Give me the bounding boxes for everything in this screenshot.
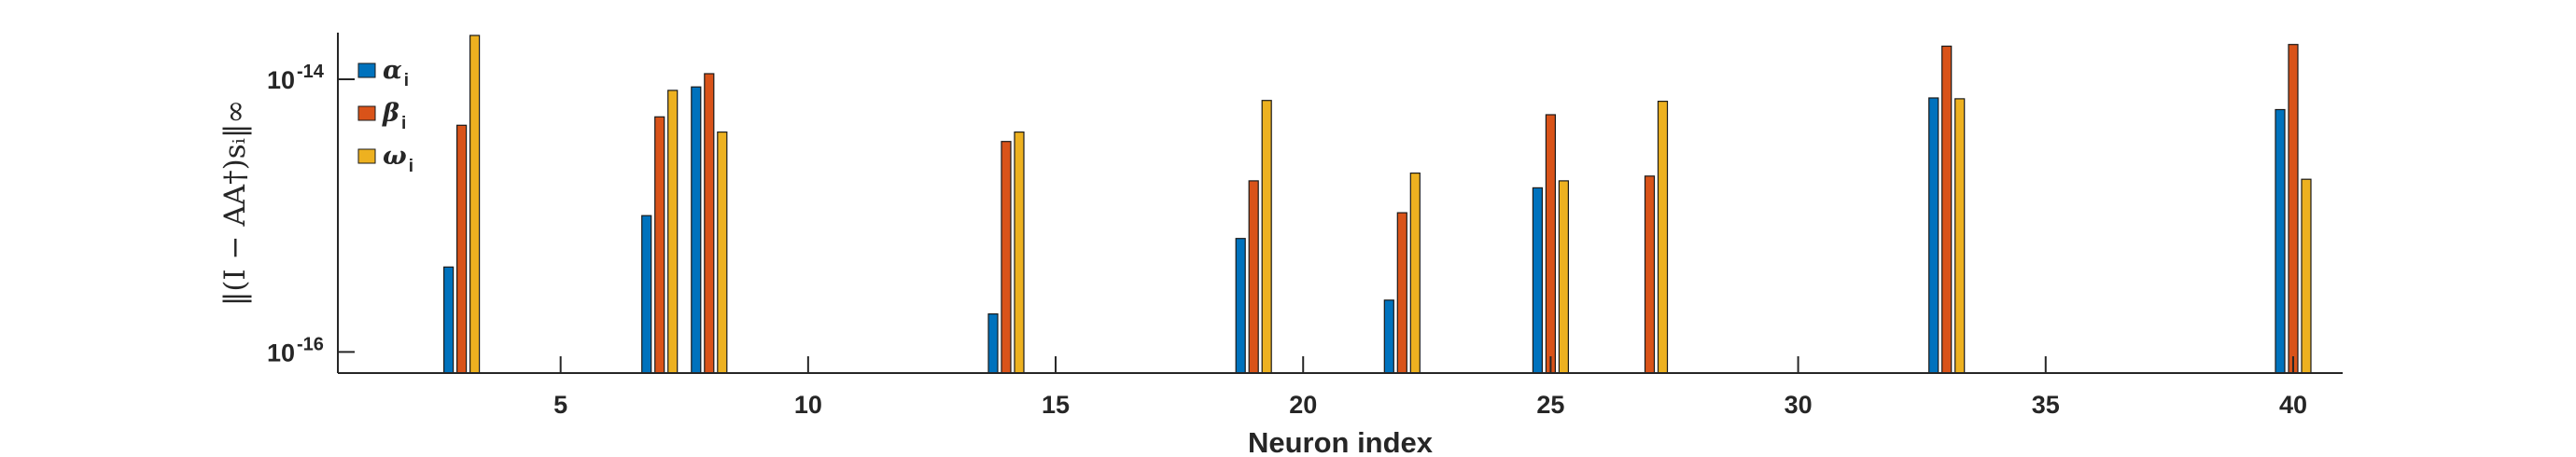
bar-series-0-x-22 (1383, 299, 1394, 374)
y-axis-label: ‖(I − AA†)sᵢ‖∞ (218, 100, 252, 306)
bar-series-1-x-22 (1396, 212, 1407, 374)
bar-series-2-x-22 (1409, 173, 1421, 374)
y-tick-label--16: 10 (267, 339, 295, 367)
x-tick-label-20: 20 (1289, 391, 1317, 419)
bar-series-1-x-27 (1644, 175, 1656, 374)
bar-series-1-x-40 (2288, 44, 2299, 374)
legend-swatch-0 (357, 62, 376, 78)
bar-series-2-x-3 (469, 35, 481, 374)
bar-series-2-x-19 (1261, 100, 1272, 374)
x-axis-label: Neuron index (1248, 426, 1434, 457)
x-tick-label-5: 5 (553, 391, 567, 419)
bar-series-0-x-7 (641, 215, 652, 374)
bar-series-1-x-19 (1248, 180, 1259, 374)
bar-series-2-x-40 (2301, 178, 2312, 374)
x-tick-label-25: 25 (1536, 391, 1564, 419)
bar-series-2-x-25 (1558, 180, 1570, 374)
bar-series-1-x-8 (704, 73, 715, 374)
y-tick-exponent--16: -16 (297, 334, 324, 354)
bar-series-2-x-8 (717, 132, 728, 374)
bar-series-1-x-7 (654, 116, 665, 374)
bar-series-1-x-33 (1941, 45, 1953, 374)
axes-group (337, 33, 2343, 374)
x-tick-label-35: 35 (2032, 391, 2060, 419)
bar-series-2-x-14 (1014, 132, 1025, 374)
x-tick-label-15: 15 (1042, 391, 1070, 419)
x-ticks-group: 5 10 15 20 25 30 35 40 (553, 356, 2307, 419)
bar-series-0-x-40 (2275, 108, 2286, 374)
legend-swatch-1 (357, 105, 376, 121)
bar-series-0-x-3 (443, 266, 455, 374)
bar-series-0-x-14 (987, 313, 999, 374)
y-tick-label--14: 10 (267, 66, 295, 94)
bar-series-2-x-27 (1657, 100, 1669, 374)
bar-series-0-x-8 (691, 86, 702, 374)
x-tick-label-30: 30 (1785, 391, 1813, 419)
bar-series-1-x-3 (456, 124, 468, 374)
bars-group (443, 35, 2312, 374)
x-tick-label-40: 40 (2279, 391, 2307, 419)
bar-series-2-x-7 (667, 90, 679, 374)
x-tick-label-10: 10 (794, 391, 822, 419)
bar-series-2-x-33 (1954, 98, 1966, 374)
bar-series-0-x-25 (1532, 187, 1544, 374)
y-tick-exponent--14: -14 (297, 62, 325, 82)
bar-series-1-x-25 (1545, 114, 1557, 374)
bar-series-0-x-33 (1928, 97, 1939, 374)
bar-series-1-x-14 (1001, 141, 1012, 374)
legend: α i β i ω i (357, 56, 413, 176)
legend-swatch-2 (357, 148, 376, 164)
bar-series-0-x-19 (1235, 238, 1246, 374)
